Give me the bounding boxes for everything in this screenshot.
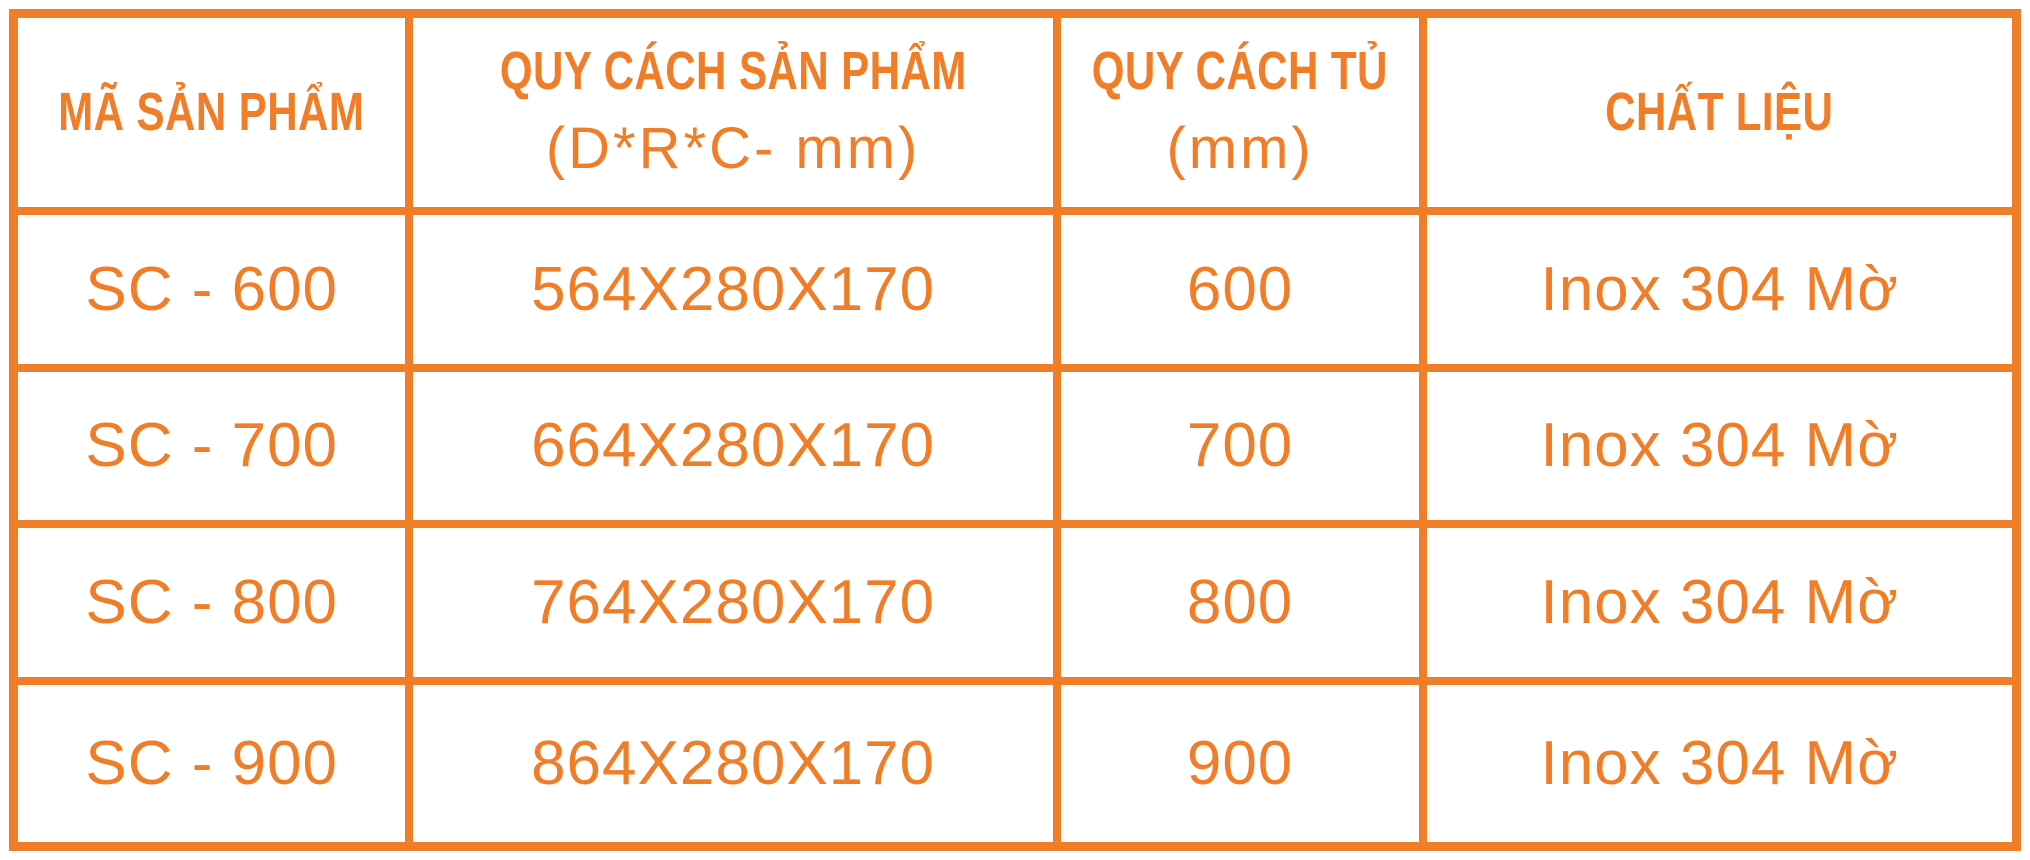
column-header-label: QUY CÁCH SẢN PHẨM [499, 41, 967, 102]
product-spec-table: MÃ SẢN PHẨM QUY CÁCH SẢN PHẨM (D*R*C- mm… [9, 9, 2021, 851]
cell-product-spec: 764X280X170 [413, 528, 1061, 686]
cell-product-code: SC - 800 [18, 528, 414, 686]
cell-product-spec: 664X280X170 [413, 371, 1061, 529]
column-header-label: CHẤT LIỆU [1605, 81, 1834, 142]
cell-cabinet-spec: 600 [1060, 214, 1428, 372]
column-header-sublabel: (D*R*C- mm) [545, 115, 921, 181]
column-header-sublabel: (mm) [1166, 115, 1314, 181]
column-header-material: CHẤT LIỆU [1427, 18, 2012, 215]
cell-cabinet-spec: 800 [1060, 528, 1428, 686]
cell-cabinet-spec: 700 [1060, 371, 1428, 529]
cell-material: Inox 304 Mờ [1427, 528, 2012, 686]
column-header-label: QUY CÁCH TỦ [1092, 41, 1389, 102]
cell-cabinet-spec: 900 [1061, 685, 1428, 842]
column-header-product-spec: QUY CÁCH SẢN PHẨM (D*R*C- mm) [413, 18, 1061, 215]
cell-product-code: SC - 900 [18, 685, 414, 842]
cell-material: Inox 304 Mờ [1427, 215, 2012, 372]
cell-product-spec: 864X280X170 [413, 685, 1061, 842]
cell-product-spec: 564X280X170 [413, 214, 1061, 372]
column-header-product-code: MÃ SẢN PHẨM [18, 18, 414, 215]
cell-material: Inox 304 Mờ [1540, 729, 1899, 799]
cell-product-code: SC - 600 [18, 214, 414, 372]
cell-product-code: SC - 700 [18, 371, 414, 529]
cell-material: Inox 304 Mờ [1427, 372, 2012, 529]
column-header-cabinet-spec: QUY CÁCH TỦ (mm) [1060, 18, 1428, 215]
column-header-label: MÃ SẢN PHẨM [58, 81, 365, 142]
